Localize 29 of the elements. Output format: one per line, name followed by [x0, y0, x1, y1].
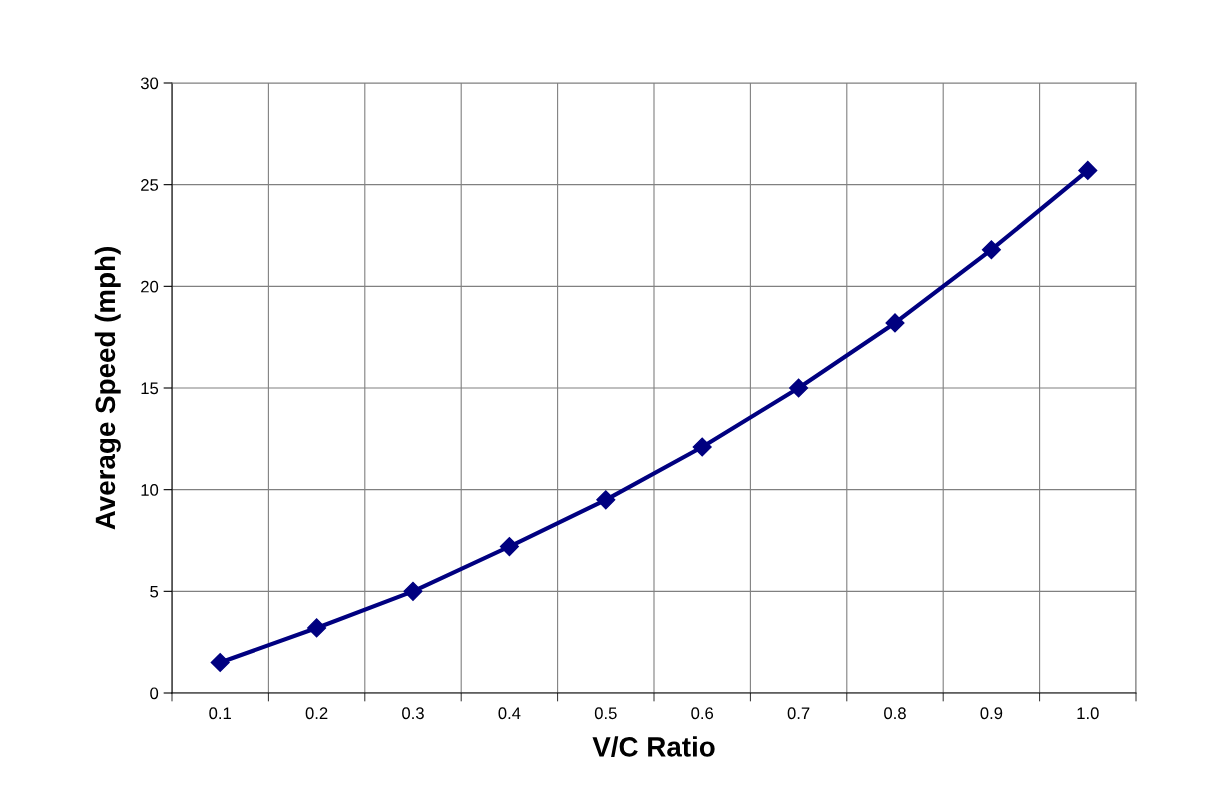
- point: [692, 437, 712, 457]
- x-tick-label: 0.1: [209, 707, 231, 720]
- y-tick-label: 25: [141, 179, 159, 191]
- point: [307, 618, 327, 638]
- x-tick-label: 0.8: [884, 707, 906, 720]
- point: [885, 313, 905, 333]
- y-tick-label: 15: [141, 382, 159, 395]
- x-tick-label: 0.5: [594, 707, 617, 720]
- point: [499, 537, 519, 557]
- x-tick-label: 0.3: [402, 707, 424, 720]
- x-tick-label: 0.7: [787, 707, 810, 720]
- x-tick-label: 1.0: [1077, 707, 1099, 720]
- y-tick-label: 0: [150, 687, 159, 700]
- x-tick-label: 0.4: [498, 707, 521, 720]
- point: [1078, 160, 1098, 180]
- point: [403, 581, 423, 601]
- point: [981, 240, 1001, 260]
- point: [210, 652, 230, 673]
- x-axis-title: V/C Ratio: [592, 736, 715, 757]
- point: [789, 378, 809, 398]
- y-tick-label: 30: [140, 77, 159, 90]
- y-tick-label: 20: [141, 280, 159, 293]
- y-tick-label: 10: [141, 484, 159, 496]
- y-axis-title: Average Speed (mph): [94, 247, 121, 530]
- x-tick-label: 0.6: [691, 707, 714, 720]
- y-tick-label: 5: [150, 585, 159, 598]
- x-tick-label: 0.9: [980, 707, 1003, 720]
- point: [596, 490, 616, 510]
- x-tick-label: 0.2: [305, 707, 328, 720]
